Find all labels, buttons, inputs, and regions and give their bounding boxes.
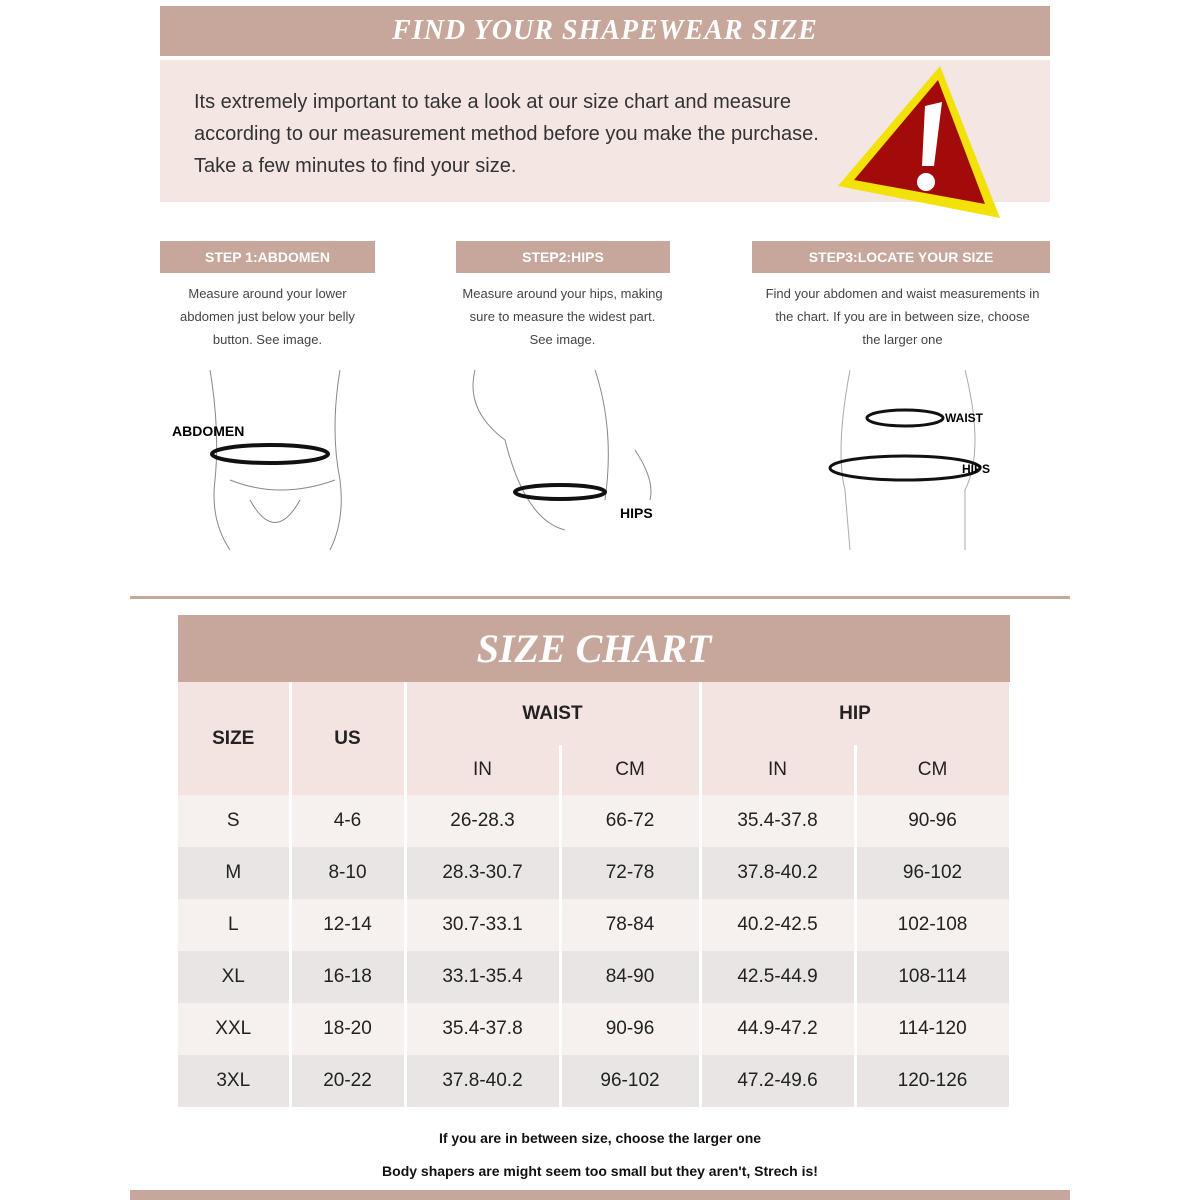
header-waist-in: IN [405, 745, 562, 795]
table-cell: 84-90 [560, 951, 702, 1003]
step3-text: Find your abdomen and waist measurements… [765, 286, 1040, 347]
warning-icon [838, 66, 1000, 218]
hips-tag: HIPS [962, 462, 990, 476]
size-chart: SIZE CHART SIZE US WAIST HIP IN CM IN CM… [178, 615, 1012, 1107]
note-between-size: If you are in between size, choose the l… [438, 1130, 762, 1146]
table-cell: XXL [178, 1003, 292, 1055]
table-cell: 33.1-35.4 [405, 951, 562, 1003]
table-cell: 37.8-40.2 [405, 1055, 562, 1107]
table-cell: 108-114 [855, 951, 1012, 1003]
header-waist-cm: CM [560, 745, 702, 795]
table-cell: 37.8-40.2 [700, 847, 857, 899]
table-row: M 8-10 28.3-30.7 72-78 37.8-40.2 96-102 [178, 847, 1012, 899]
waist-tag: WAIST [945, 411, 984, 425]
step2-text: Measure around your hips, making sure to… [462, 286, 663, 347]
table-cell: 4-6 [290, 795, 407, 847]
divider [130, 596, 1070, 599]
table-cell: 66-72 [560, 795, 702, 847]
table-row: XL 16-18 33.1-35.4 84-90 42.5-44.9 108-114 [178, 951, 1012, 1003]
table-cell: 8-10 [290, 847, 407, 899]
table-cell: 78-84 [560, 899, 702, 951]
table-cell: 16-18 [290, 951, 407, 1003]
table-cell: 20-22 [290, 1055, 407, 1107]
table-row: S 4-6 26-28.3 66-72 35.4-37.8 90-96 [178, 795, 1012, 847]
table-cell: 30.7-33.1 [405, 899, 562, 951]
table-cell: XL [178, 951, 292, 1003]
table-cell: 35.4-37.8 [700, 795, 857, 847]
note-stretch: Body shapers are might seem too small bu… [382, 1163, 818, 1179]
bottom-bar [130, 1190, 1070, 1200]
intro-text: Its extremely important to take a look a… [194, 91, 819, 177]
header-hip-in: IN [700, 745, 857, 795]
abdomen-illustration: ABDOMEN [172, 370, 342, 550]
table-cell: 120-126 [855, 1055, 1012, 1107]
table-cell: 90-96 [560, 1003, 702, 1055]
table-row: XXL 18-20 35.4-37.8 90-96 44.9-47.2 114-120 [178, 1003, 1012, 1055]
table-cell: 90-96 [855, 795, 1012, 847]
header-hip: HIP [700, 682, 1012, 745]
header-hip-cm: CM [855, 745, 1012, 795]
size-chart-title: SIZE CHART [178, 615, 1010, 682]
table-cell: L [178, 899, 292, 951]
step3-header: STEP3:LOCATE YOUR SIZE [752, 241, 1050, 273]
hips-tag: HIPS [620, 505, 653, 521]
table-cell: 3XL [178, 1055, 292, 1107]
header-waist: WAIST [405, 682, 702, 745]
hips-illustration: HIPS [472, 370, 653, 531]
page-title: FIND YOUR SHAPEWEAR SIZE [160, 6, 1050, 56]
step2-header: STEP2:HIPS [456, 241, 670, 273]
table-row: L 12-14 30.7-33.1 78-84 40.2-42.5 102-108 [178, 899, 1012, 951]
header-us: US [290, 682, 407, 795]
table-cell: 12-14 [290, 899, 407, 951]
table-cell: 114-120 [855, 1003, 1012, 1055]
table-cell: 42.5-44.9 [700, 951, 857, 1003]
table-cell: 40.2-42.5 [700, 899, 857, 951]
step1-text: Measure around your lower abdomen just b… [180, 286, 355, 347]
table-cell: 47.2-49.6 [700, 1055, 857, 1107]
intro-box: Its extremely important to take a look a… [160, 60, 1050, 218]
table-cell: 44.9-47.2 [700, 1003, 857, 1055]
table-cell: 28.3-30.7 [405, 847, 562, 899]
table-row: 3XL 20-22 37.8-40.2 96-102 47.2-49.6 120-126 [178, 1055, 1012, 1107]
table-cell: 96-102 [560, 1055, 702, 1107]
table-cell: 18-20 [290, 1003, 407, 1055]
size-table: SIZE US WAIST HIP IN CM IN CM S 4-6 26-28.… [178, 682, 1012, 1107]
table-cell: 96-102 [855, 847, 1012, 899]
step1-header: STEP 1:ABDOMEN [160, 241, 375, 273]
table-cell: M [178, 847, 292, 899]
table-cell: 102-108 [855, 899, 1012, 951]
table-cell: 26-28.3 [405, 795, 562, 847]
abdomen-tag: ABDOMEN [172, 423, 244, 439]
header-size: SIZE [178, 682, 292, 795]
table-cell: 72-78 [560, 847, 702, 899]
table-cell: S [178, 795, 292, 847]
table-cell: 35.4-37.8 [405, 1003, 562, 1055]
locate-illustration: WAIST HIPS [828, 370, 990, 550]
